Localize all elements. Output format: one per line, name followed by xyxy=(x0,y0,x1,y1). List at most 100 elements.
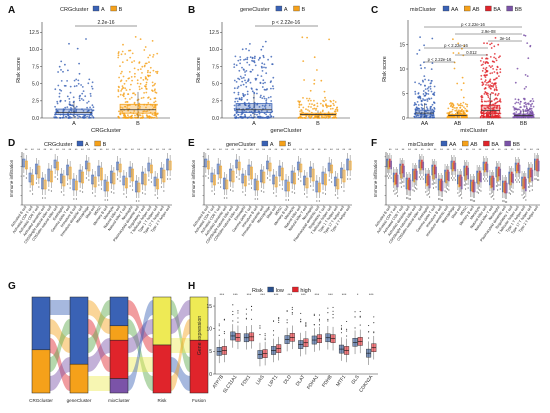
box-E xyxy=(317,182,321,193)
sig-mark-E: ** xyxy=(293,148,296,152)
data-point-C xyxy=(515,101,518,104)
outlier-point-B xyxy=(245,48,248,50)
box-E xyxy=(284,179,288,192)
sig-mark-E: ** xyxy=(268,148,271,152)
x-tick-label-E: Mast cell xyxy=(266,205,278,219)
sig-mark-D: ** xyxy=(75,148,78,152)
data-point-B xyxy=(322,99,324,102)
data-point-B xyxy=(265,72,268,75)
outlier-point-E xyxy=(303,193,306,195)
outlier-point-H xyxy=(259,327,261,329)
data-point-C xyxy=(526,107,528,110)
data-point-A xyxy=(153,84,156,86)
data-point-A xyxy=(146,78,149,81)
data-point-B xyxy=(329,108,332,110)
outlier-point-H xyxy=(218,323,220,325)
box-E xyxy=(324,173,327,186)
sig-mark-H: *** xyxy=(369,292,374,297)
data-point-C xyxy=(483,100,486,103)
data-point-A xyxy=(69,91,72,94)
box-F xyxy=(401,163,404,174)
box-F xyxy=(517,162,520,172)
outlier-point-C xyxy=(429,85,432,88)
box-D xyxy=(59,173,63,184)
data-point-B xyxy=(297,100,300,102)
sig-mark-E: ** xyxy=(349,148,352,152)
data-point-A xyxy=(92,109,95,112)
outlier-point-H xyxy=(232,320,234,322)
sig-mark-D: ** xyxy=(156,148,159,152)
box-E xyxy=(222,177,226,190)
box-F xyxy=(448,171,450,182)
data-point-A xyxy=(147,116,149,118)
alluvial-flow xyxy=(50,319,70,372)
data-point-B xyxy=(322,105,325,108)
data-point-B xyxy=(234,100,237,103)
data-point-B xyxy=(239,56,242,58)
outlier-point-D xyxy=(154,194,156,196)
data-point-A xyxy=(78,115,80,118)
data-point-C xyxy=(426,98,429,101)
data-point-C xyxy=(514,98,517,100)
data-point-C xyxy=(526,111,529,114)
legend-C-key-AA xyxy=(442,5,450,12)
alluvial-flow xyxy=(88,338,110,372)
data-point-A xyxy=(133,92,135,95)
data-point-C xyxy=(494,97,497,100)
box-F xyxy=(395,172,398,185)
outlier-point-H xyxy=(332,317,334,319)
data-point-A xyxy=(154,91,157,94)
sig-mark-D: ** xyxy=(50,148,53,152)
data-point-C xyxy=(421,104,424,107)
data-point-C xyxy=(461,108,463,111)
data-point-B xyxy=(242,94,245,97)
box-E xyxy=(204,158,208,168)
data-point-B xyxy=(299,110,301,113)
box-D xyxy=(116,161,120,171)
data-point-B xyxy=(238,69,241,72)
sig-mark-D: ** xyxy=(131,148,134,152)
box-F xyxy=(535,160,537,171)
outlier-point-F xyxy=(413,190,415,192)
outlier-point-F xyxy=(490,196,492,198)
data-point-B xyxy=(239,75,242,78)
data-point-A xyxy=(75,105,78,108)
data-point-B xyxy=(260,110,263,112)
box-D xyxy=(168,160,172,171)
alluvial-flow xyxy=(128,300,153,391)
data-point-A xyxy=(87,110,90,112)
outlier-point-F xyxy=(447,188,449,190)
data-point-A xyxy=(117,116,120,119)
outlier-point-B xyxy=(323,90,326,93)
data-point-C xyxy=(494,93,497,95)
outlier-point-H xyxy=(278,317,280,319)
data-point-C xyxy=(495,85,497,87)
outlier-point-B xyxy=(251,90,254,93)
data-point-C xyxy=(482,114,485,117)
data-point-B xyxy=(311,103,313,105)
sig-mark-F: ** xyxy=(517,148,520,152)
box-F xyxy=(528,169,531,183)
data-point-C xyxy=(530,105,532,108)
outlier-point-C xyxy=(461,76,464,79)
alluvial-stratum xyxy=(69,363,89,394)
box-F xyxy=(489,175,491,186)
outlier-point-D xyxy=(38,186,40,188)
data-point-C xyxy=(430,90,433,93)
data-point-C xyxy=(490,85,493,88)
box-F xyxy=(522,178,525,190)
legend-D-title: CRGcluster xyxy=(44,142,73,148)
outlier-point-A xyxy=(143,49,146,51)
data-point-A xyxy=(147,97,149,99)
outlier-point-B xyxy=(246,90,249,93)
outlier-point-F xyxy=(531,189,533,191)
data-point-C xyxy=(480,64,483,66)
outlier-point-E xyxy=(226,197,228,199)
outlier-point-D xyxy=(50,190,52,192)
data-point-C xyxy=(480,100,483,103)
outlier-point-H xyxy=(346,328,348,330)
outlier-point-B xyxy=(313,56,316,59)
box-E xyxy=(299,163,303,173)
outlier-point-H xyxy=(340,325,343,327)
box-E xyxy=(274,176,278,188)
